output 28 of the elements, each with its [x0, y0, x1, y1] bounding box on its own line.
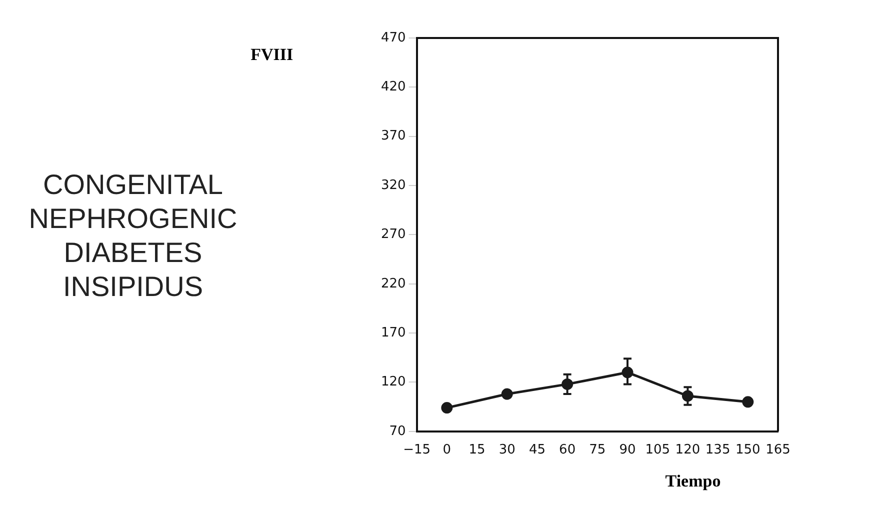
y-tick-label: 120 [380, 374, 406, 390]
y-tick-label: 420 [380, 80, 406, 95]
y-tick-label: 470 [380, 30, 406, 46]
x-tick-label: 150 [735, 442, 760, 458]
text: FVIII [250, 45, 294, 64]
y-tick-label: 270 [380, 227, 406, 242]
x-axis-title: Tiempo [665, 471, 721, 490]
x-tick-label: 45 [528, 442, 546, 458]
point [501, 388, 513, 400]
point [742, 396, 754, 408]
text: CONGENITAL NEPHROGENIC DIABETES INSIPIDUS [28, 168, 238, 304]
x-tick-label: 90 [619, 442, 636, 458]
x-tick-label: 120 [675, 442, 700, 458]
x-tick-label: 105 [645, 442, 670, 458]
point [441, 402, 453, 414]
y-tick-label: 220 [380, 276, 406, 292]
x-tick-label: 0 [442, 442, 452, 458]
x-tick-label: 15 [468, 442, 486, 458]
x-tick-label: −15 [403, 442, 431, 458]
x-tick-label: 60 [559, 442, 576, 458]
x-tick-label: 135 [705, 442, 730, 458]
x-tick-label: 30 [498, 442, 516, 458]
x-tick-label: 165 [766, 442, 790, 458]
y-tick-label: 370 [380, 128, 406, 144]
x-tick-label: 75 [589, 442, 606, 458]
y-tick-label: 170 [380, 325, 406, 340]
y-tick-label: 70 [389, 424, 406, 439]
y-tick-label: 320 [380, 178, 406, 193]
